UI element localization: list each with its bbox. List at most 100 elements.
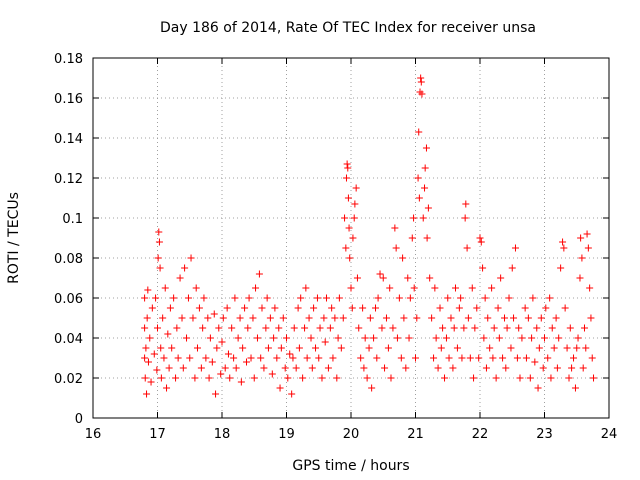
- data-point: [245, 294, 253, 302]
- data-point: [419, 214, 427, 222]
- data-point: [163, 384, 171, 392]
- data-point: [155, 228, 163, 236]
- data-point: [447, 314, 455, 322]
- data-point: [350, 214, 358, 222]
- axis-ticks: [92, 57, 610, 419]
- data-point: [276, 384, 284, 392]
- data-point: [516, 374, 524, 382]
- data-point: [230, 354, 238, 362]
- data-point: [415, 194, 423, 202]
- data-point: [553, 364, 561, 372]
- y-tick-label: 0.04: [54, 332, 83, 347]
- data-points: [141, 74, 598, 398]
- data-point: [249, 314, 257, 322]
- data-point: [142, 344, 150, 352]
- data-point: [305, 314, 313, 322]
- data-point: [386, 284, 394, 292]
- data-point: [586, 284, 594, 292]
- x-tick-label: 22: [472, 427, 489, 442]
- data-point: [206, 334, 214, 342]
- data-point: [189, 314, 197, 322]
- data-point: [204, 314, 212, 322]
- data-point: [381, 364, 389, 372]
- data-point: [552, 314, 560, 322]
- data-point: [301, 324, 309, 332]
- data-point: [346, 254, 354, 262]
- x-tick-label: 18: [214, 427, 231, 442]
- data-point: [404, 274, 412, 282]
- data-point: [320, 314, 328, 322]
- data-point: [455, 304, 463, 312]
- data-point: [542, 304, 550, 312]
- data-point: [186, 354, 194, 362]
- data-point: [518, 334, 526, 342]
- data-point: [495, 334, 503, 342]
- data-point: [473, 304, 481, 312]
- data-point: [389, 324, 397, 332]
- data-point: [277, 344, 285, 352]
- data-point: [155, 238, 163, 246]
- data-point: [318, 374, 326, 382]
- data-point: [531, 358, 539, 366]
- data-point: [475, 354, 483, 362]
- data-point: [460, 324, 468, 332]
- y-tick-label: 0.18: [54, 52, 83, 67]
- data-point: [322, 294, 330, 302]
- data-point: [307, 334, 315, 342]
- data-point: [400, 314, 408, 322]
- data-point: [164, 330, 172, 338]
- data-point: [360, 364, 368, 372]
- data-point: [490, 324, 498, 332]
- data-point: [508, 264, 516, 272]
- data-point: [537, 314, 545, 322]
- data-point: [573, 344, 581, 352]
- data-point: [426, 274, 434, 282]
- data-point: [590, 374, 598, 382]
- data-point: [176, 274, 184, 282]
- data-point: [262, 324, 270, 332]
- data-point: [395, 294, 403, 302]
- data-point: [534, 384, 542, 392]
- data-point: [513, 354, 521, 362]
- data-point: [288, 390, 296, 398]
- data-point: [337, 344, 345, 352]
- data-point: [146, 334, 154, 342]
- data-point: [482, 364, 490, 372]
- data-point: [153, 366, 161, 374]
- data-point: [365, 344, 373, 352]
- data-point: [253, 334, 261, 342]
- data-point: [247, 354, 255, 362]
- data-point: [489, 354, 497, 362]
- data-point: [213, 344, 221, 352]
- data-point: [458, 354, 466, 362]
- data-point: [521, 304, 529, 312]
- data-point: [544, 354, 552, 362]
- y-tick-label: 0.14: [54, 132, 83, 147]
- data-point: [445, 354, 453, 362]
- data-point: [462, 200, 470, 208]
- y-tick-label: 0.08: [54, 252, 83, 267]
- data-point: [434, 364, 442, 372]
- data-point: [217, 370, 225, 378]
- data-point: [179, 364, 187, 372]
- data-point: [522, 354, 530, 362]
- data-point: [308, 364, 316, 372]
- data-point: [281, 364, 289, 372]
- data-point: [154, 254, 162, 262]
- data-point: [310, 304, 318, 312]
- data-point: [494, 304, 502, 312]
- data-point: [431, 284, 439, 292]
- data-point: [150, 350, 158, 358]
- data-point: [561, 304, 569, 312]
- data-point: [352, 184, 360, 192]
- y-tick-label: 0.06: [54, 292, 83, 307]
- data-point: [366, 314, 374, 322]
- data-point: [173, 324, 181, 332]
- data-point: [501, 314, 509, 322]
- data-point: [141, 374, 149, 382]
- data-point: [484, 314, 492, 322]
- data-point: [492, 374, 500, 382]
- data-point: [417, 78, 425, 86]
- data-point: [165, 364, 173, 372]
- data-point: [205, 374, 213, 382]
